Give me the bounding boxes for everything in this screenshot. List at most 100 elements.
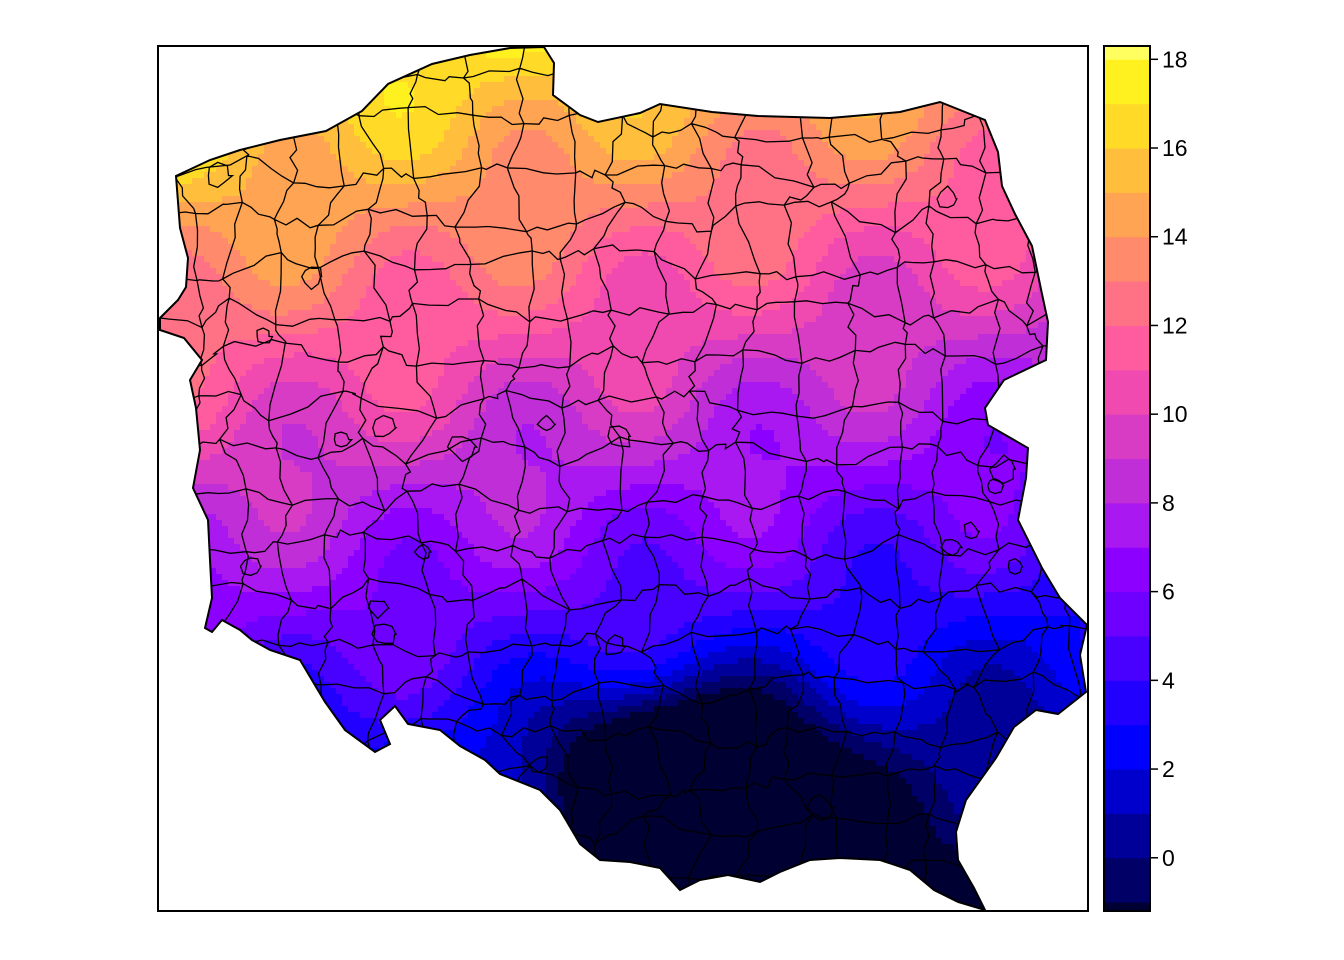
- region-cell: [768, 214, 775, 221]
- region-cell: [876, 112, 883, 119]
- region-cell: [1044, 148, 1051, 155]
- region-cell: [942, 112, 949, 119]
- region-cell: [288, 196, 295, 203]
- region-cell: [1002, 136, 1009, 143]
- region-cell: [648, 190, 655, 197]
- region-cell: [900, 82, 907, 89]
- region-cell: [1026, 196, 1033, 203]
- region-cell: [726, 166, 733, 173]
- region-cell: [420, 184, 427, 191]
- region-cell: [642, 148, 649, 155]
- region-cell: [228, 100, 235, 107]
- region-cell: [888, 76, 895, 83]
- region-cell: [306, 184, 313, 191]
- region-cell: [678, 190, 685, 197]
- region-cell: [732, 88, 739, 95]
- region-cell: [204, 106, 211, 113]
- region-cell: [780, 214, 787, 221]
- region-cell: [762, 124, 769, 131]
- region-cell: [1068, 100, 1075, 107]
- region-cell: [1092, 154, 1099, 161]
- region-cell: [264, 124, 271, 131]
- region-cell: [708, 58, 715, 65]
- region-cell: [678, 148, 685, 155]
- region-cell: [372, 82, 379, 89]
- region-cell: [918, 160, 925, 167]
- region-cell: [876, 88, 883, 95]
- region-cell: [462, 172, 469, 179]
- region-cell: [876, 82, 883, 89]
- region-cell: [426, 130, 433, 137]
- region-cell: [588, 88, 595, 95]
- region-cell: [558, 106, 565, 113]
- region-cell: [708, 130, 715, 137]
- region-cell: [528, 47, 535, 53]
- region-cell: [1044, 196, 1051, 203]
- region-cell: [282, 130, 289, 137]
- region-cell: [870, 76, 877, 83]
- region-cell: [1032, 124, 1039, 131]
- region-cell: [504, 184, 511, 191]
- region-cell: [198, 154, 205, 161]
- region-cell: [990, 154, 997, 161]
- region-cell: [708, 88, 715, 95]
- region-cell: [540, 130, 547, 137]
- region-cell: [264, 142, 271, 149]
- region-cell: [630, 202, 637, 209]
- region-cell: [252, 226, 259, 233]
- region-cell: [912, 136, 919, 143]
- region-cell: [160, 154, 163, 161]
- region-cell: [264, 82, 271, 89]
- region-cell: [768, 124, 775, 131]
- region-cell: [1086, 82, 1087, 89]
- region-cell: [330, 208, 337, 215]
- region-cell: [756, 196, 763, 203]
- region-cell: [720, 82, 727, 89]
- region-cell: [378, 124, 385, 131]
- region-cell: [390, 70, 397, 77]
- region-cell: [960, 76, 967, 83]
- region-cell: [576, 52, 583, 59]
- region-cell: [426, 118, 433, 125]
- region-cell: [756, 160, 763, 167]
- region-cell: [486, 124, 493, 131]
- region-cell: [948, 166, 955, 173]
- region-cell: [606, 64, 613, 71]
- region-cell: [444, 208, 451, 215]
- region-cell: [738, 82, 745, 89]
- region-cell: [546, 166, 553, 173]
- region-cell: [894, 100, 901, 107]
- region-cell: [270, 76, 277, 83]
- region-cell: [450, 160, 457, 167]
- region-cell: [882, 154, 889, 161]
- region-cell: [972, 142, 979, 149]
- region-cell: [828, 202, 835, 209]
- region-cell: [234, 208, 241, 215]
- region-cell: [984, 148, 991, 155]
- region-cell: [1038, 112, 1045, 119]
- region-cell: [474, 148, 481, 155]
- region-cell: [546, 172, 553, 179]
- region-cell: [786, 100, 793, 107]
- region-cell: [480, 118, 487, 125]
- region-cell: [534, 202, 541, 209]
- region-cell: [582, 64, 589, 71]
- region-cell: [792, 172, 799, 179]
- region-cell: [180, 148, 187, 155]
- region-cell: [1062, 148, 1069, 155]
- region-cell: [300, 148, 307, 155]
- region-cell: [300, 88, 307, 95]
- region-cell: [246, 52, 253, 59]
- region-cell: [420, 82, 427, 89]
- region-cell: [804, 208, 811, 215]
- region-cell: [1050, 220, 1057, 227]
- region-cell: [1074, 196, 1081, 203]
- region-cell: [672, 226, 679, 233]
- region-cell: [1068, 64, 1075, 71]
- region-cell: [828, 208, 835, 215]
- region-cell: [414, 136, 421, 143]
- region-cell: [390, 208, 397, 215]
- region-cell: [492, 94, 499, 101]
- region-cell: [390, 124, 397, 131]
- region-cell: [372, 226, 379, 233]
